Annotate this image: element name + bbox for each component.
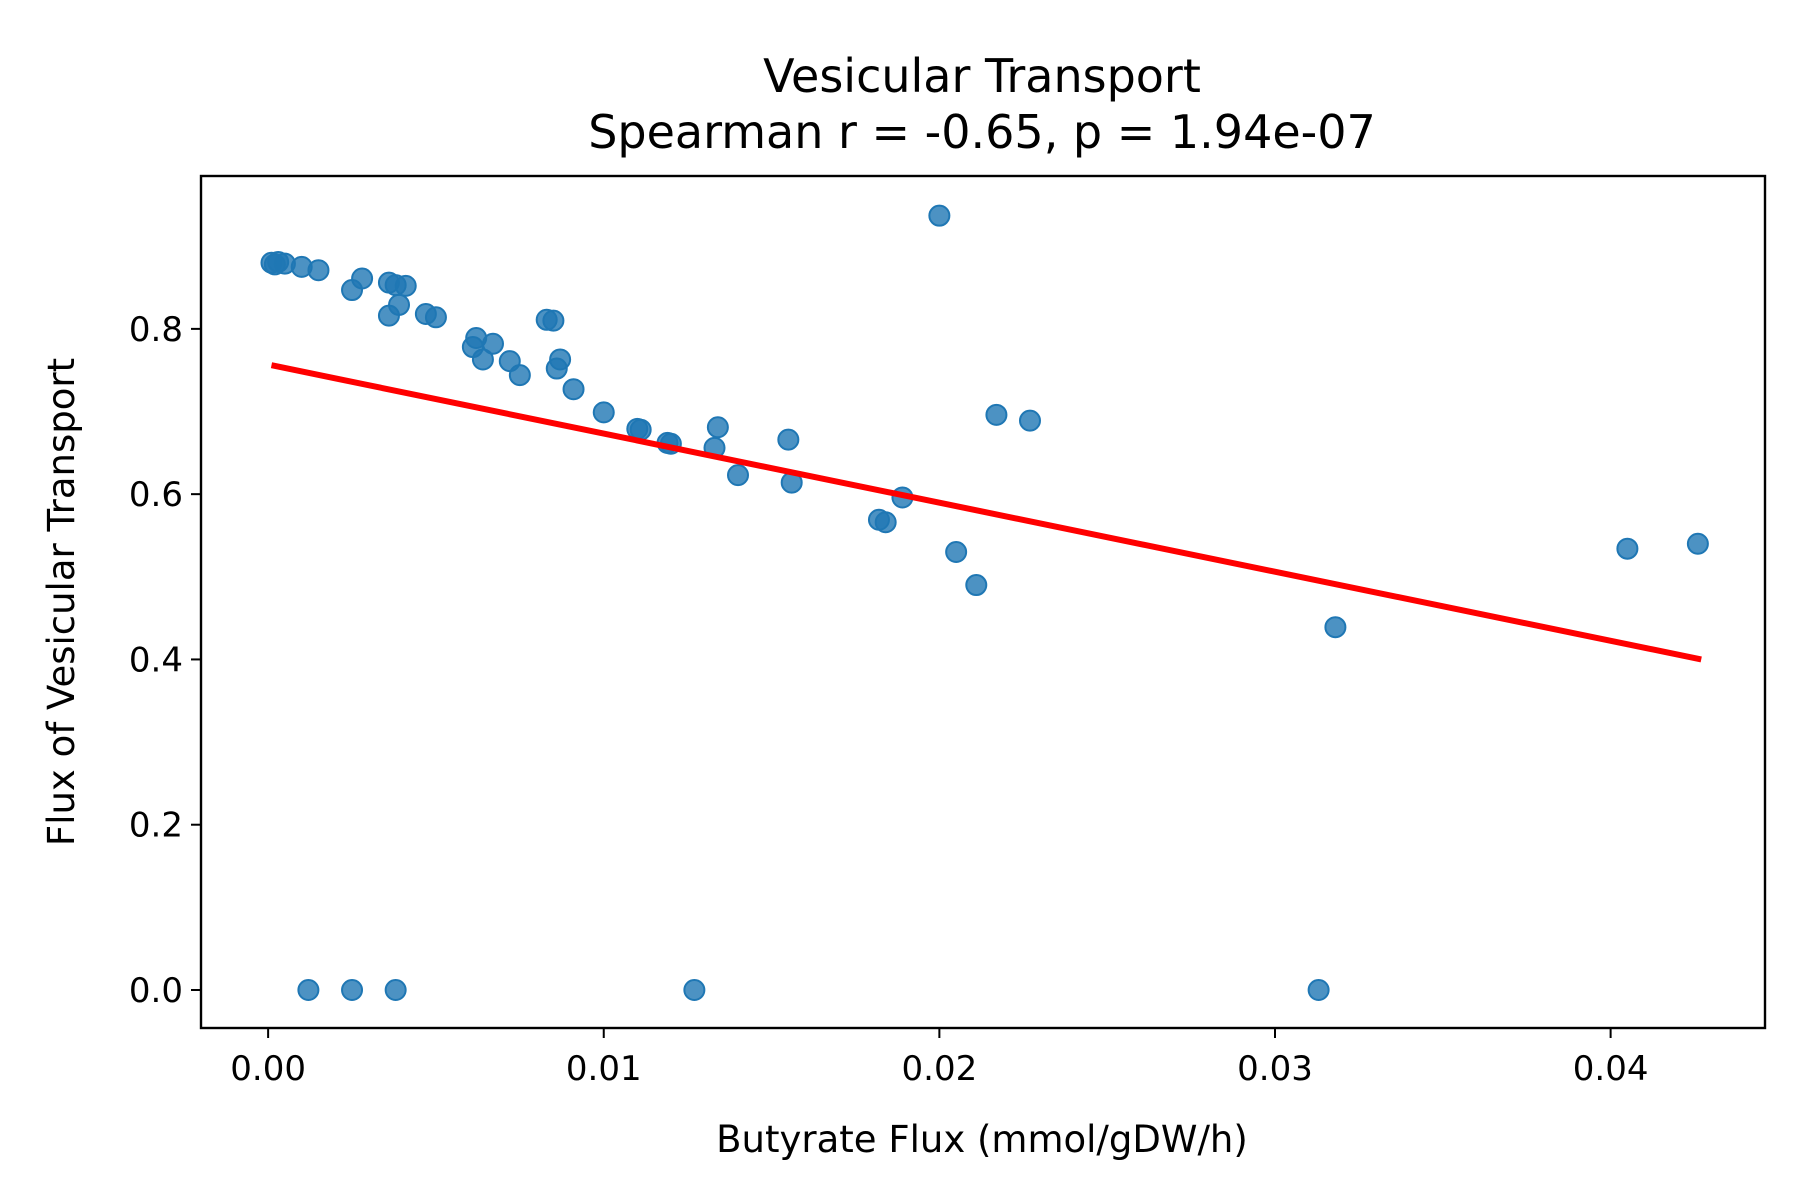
x-tick-label: 0.03 [1237,1049,1313,1089]
data-point [471,348,494,371]
y-tick-label: 0.8 [129,310,183,350]
data-point [1686,532,1709,555]
x-tick-label: 0.02 [902,1049,978,1089]
data-point [629,418,652,441]
data-point [307,259,330,282]
y-tick-label: 0.4 [129,640,183,680]
data-point [1616,537,1639,560]
data-point [683,978,706,1001]
data-point [1324,616,1347,639]
data-point [394,274,417,297]
x-tick-label: 0.00 [230,1049,306,1089]
data-point [726,464,749,487]
data-point [384,978,407,1001]
data-point [592,401,615,424]
data-point [1018,409,1041,432]
plot-area [260,204,1709,1001]
data-point [945,541,968,564]
data-point [545,357,568,380]
data-point [481,332,504,355]
x-axis-label: Butyrate Flux (mmol/gDW/h) [716,1118,1248,1161]
regression-line [270,362,1702,663]
data-point [351,267,374,290]
data-point [542,309,565,332]
chart-subtitle: Spearman r = -0.65, p = 1.94e-07 [588,105,1376,159]
data-point [424,306,447,329]
data-point [297,978,320,1001]
y-axis-label: Flux of Vesicular Transport [40,358,83,846]
y-tick-label: 0.0 [129,971,183,1011]
data-point [1307,978,1330,1001]
y-tick-label: 0.6 [129,475,183,515]
data-point [377,304,400,327]
data-point [965,574,988,597]
y-axis: 0.0 0.2 0.4 0.6 0.8 [129,310,201,1011]
data-point [985,403,1008,426]
x-tick-label: 0.01 [566,1049,642,1089]
data-point [928,204,951,227]
y-tick-label: 0.2 [129,806,183,846]
data-point [508,364,531,387]
x-axis: 0.00 0.01 0.02 0.03 0.04 [230,1028,1648,1089]
data-point [341,978,364,1001]
data-point [562,378,585,401]
chart-title: Vesicular Transport [763,49,1201,103]
data-point [777,428,800,451]
data-point [874,511,897,534]
x-tick-label: 0.04 [1573,1049,1649,1089]
data-point [706,416,729,439]
plot-frame [199,174,1767,1030]
